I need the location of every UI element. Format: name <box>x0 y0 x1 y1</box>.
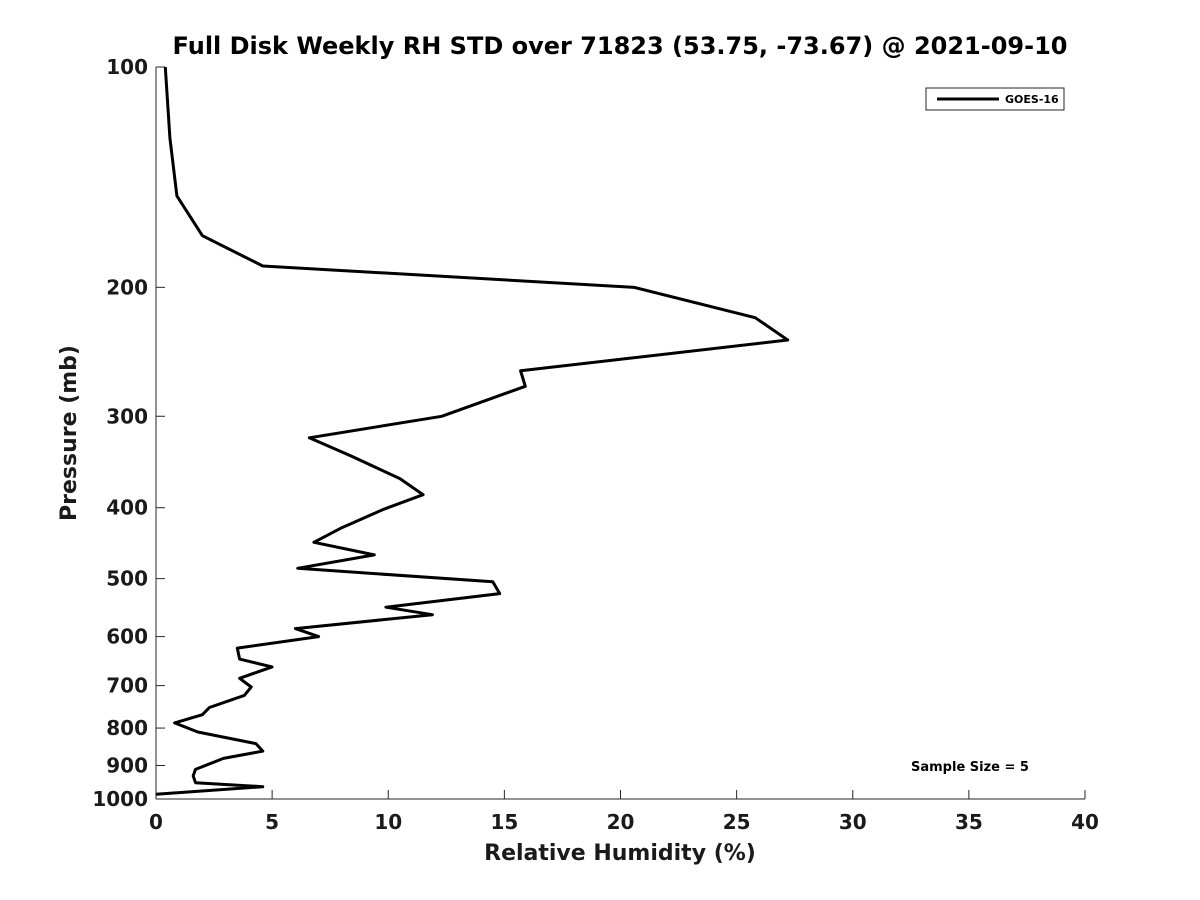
x-tick-label: 20 <box>607 810 635 834</box>
y-tick-label: 400 <box>106 496 148 520</box>
y-tick-label: 500 <box>106 567 148 591</box>
x-axis-label: Relative Humidity (%) <box>484 841 756 866</box>
sample-size-annotation: Sample Size = 5 <box>911 760 1029 775</box>
series-line-goes16 <box>155 66 790 796</box>
chart-title: Full Disk Weekly RH STD over 71823 (53.7… <box>173 32 1068 60</box>
x-ticks: 0 5 10 15 20 25 30 35 40 <box>149 790 1099 834</box>
x-tick-label: 25 <box>723 810 751 834</box>
y-tick-label: 700 <box>106 674 148 698</box>
y-tick-label: 300 <box>106 404 148 428</box>
y-tick-label: 200 <box>106 275 148 299</box>
x-tick-label: 40 <box>1071 810 1099 834</box>
x-tick-label: 5 <box>265 810 279 834</box>
legend-label: GOES-16 <box>1005 93 1059 106</box>
x-tick-label: 0 <box>149 810 163 834</box>
y-tick-label: 800 <box>106 716 148 740</box>
y-tick-label: 600 <box>106 625 148 649</box>
x-tick-label: 15 <box>490 810 518 834</box>
plot-area <box>156 67 1085 799</box>
x-tick-label: 10 <box>374 810 402 834</box>
y-tick-label: 100 <box>106 55 148 79</box>
y-tick-label: 1000 <box>92 787 148 811</box>
y-ticks: 100 200 300 400 500 600 700 800 900 1000 <box>92 55 165 811</box>
x-tick-label: 35 <box>955 810 983 834</box>
legend: GOES-16 <box>925 87 1065 111</box>
x-tick-label: 30 <box>839 810 867 834</box>
y-tick-label: 900 <box>106 754 148 778</box>
y-axis-label: Pressure (mb) <box>57 345 82 521</box>
